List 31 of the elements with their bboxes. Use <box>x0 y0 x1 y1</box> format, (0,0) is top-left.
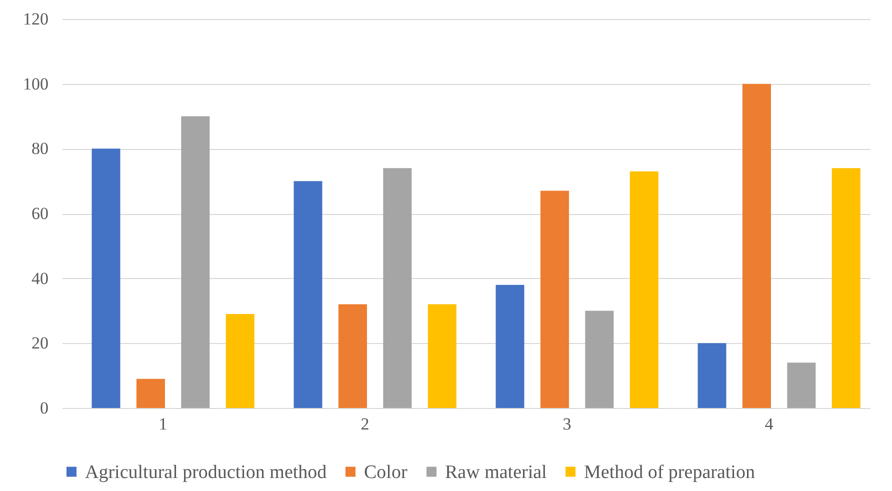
bar <box>496 284 524 408</box>
bar <box>540 190 569 408</box>
bar <box>698 343 726 408</box>
y-tick-label: 60 <box>32 204 48 223</box>
legend-label: Agricultural production method <box>85 462 328 483</box>
y-tick-label: 40 <box>32 268 48 288</box>
y-tick-label: 0 <box>40 398 48 418</box>
bar <box>226 314 254 408</box>
x-tick-label: 3 <box>562 414 572 434</box>
x-tick-label: 2 <box>360 414 370 434</box>
bar <box>428 304 456 408</box>
x-tick-label: 4 <box>764 414 774 434</box>
bar <box>383 168 412 408</box>
bar <box>742 84 771 408</box>
bar <box>92 148 120 408</box>
y-tick-label: 100 <box>23 74 48 94</box>
y-tick-label: 80 <box>32 139 48 158</box>
legend-label: Color <box>364 462 408 483</box>
bar <box>832 168 860 408</box>
bar <box>338 304 367 408</box>
y-tick-label: 20 <box>32 334 48 353</box>
bar <box>630 171 658 408</box>
bar <box>181 116 210 408</box>
bar <box>585 310 614 408</box>
x-tick-label: 1 <box>158 414 168 434</box>
bar <box>136 378 165 408</box>
legend-label: Raw material <box>445 462 547 483</box>
y-tick-label: 120 <box>23 10 48 28</box>
bar <box>787 362 816 408</box>
bar <box>294 181 322 408</box>
legend-label: Method of preparation <box>584 462 756 483</box>
